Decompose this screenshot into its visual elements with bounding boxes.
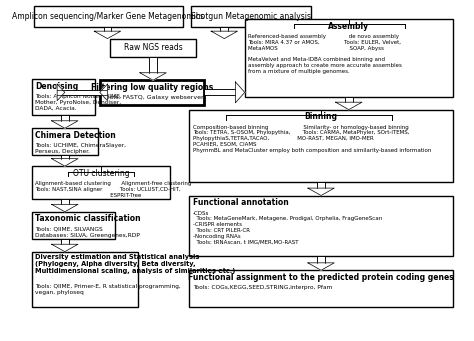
Text: Denoising: Denoising [35, 82, 78, 91]
Text: Referenced-based assembly             de novo assembly
Tools: MIRA 4.37 or AMOS,: Referenced-based assembly de novo assemb… [248, 34, 402, 74]
Text: -CDSs
  Tools: MetaGeneMark, Metagene, Prodigal, Orphelia, FragGeneScan
-CRISPR : -CDSs Tools: MetaGeneMark, Metagene, Pro… [193, 210, 382, 244]
Text: Chimera Detection: Chimera Detection [35, 131, 116, 140]
FancyBboxPatch shape [189, 270, 453, 308]
FancyBboxPatch shape [61, 239, 69, 244]
Polygon shape [308, 188, 334, 195]
FancyBboxPatch shape [149, 57, 157, 73]
FancyBboxPatch shape [110, 39, 196, 57]
FancyBboxPatch shape [104, 27, 111, 31]
Text: Tools: QIIME, SILVANGS
Databases: SILVA, Greengenes,RDP: Tools: QIIME, SILVANGS Databases: SILVA,… [35, 227, 140, 238]
FancyBboxPatch shape [189, 195, 453, 256]
Text: Shotgun Metagenomic analysis: Shotgun Metagenomic analysis [191, 12, 311, 21]
Polygon shape [100, 84, 108, 101]
FancyBboxPatch shape [100, 80, 204, 105]
FancyBboxPatch shape [32, 128, 98, 155]
Polygon shape [308, 263, 334, 270]
FancyBboxPatch shape [191, 6, 311, 27]
Polygon shape [336, 102, 362, 109]
Text: Functional annotation: Functional annotation [193, 198, 289, 207]
Polygon shape [57, 84, 65, 101]
FancyBboxPatch shape [317, 256, 325, 263]
Polygon shape [236, 82, 245, 103]
FancyBboxPatch shape [32, 212, 115, 239]
Text: Taxonomic classification: Taxonomic classification [35, 214, 141, 223]
FancyBboxPatch shape [61, 199, 69, 204]
Text: Filtering low quality regions: Filtering low quality regions [91, 83, 213, 92]
FancyBboxPatch shape [61, 155, 69, 159]
Text: Functional assignment to the predicted protein coding genes: Functional assignment to the predicted p… [188, 273, 454, 282]
Bar [204, 89, 236, 95]
FancyBboxPatch shape [32, 79, 95, 115]
Polygon shape [94, 31, 121, 39]
Polygon shape [52, 244, 78, 252]
Bar [57, 90, 108, 94]
FancyBboxPatch shape [317, 182, 325, 188]
Text: Tools: FASTQ, Galaxy webserver: Tools: FASTQ, Galaxy webserver [103, 95, 204, 100]
FancyBboxPatch shape [32, 252, 138, 308]
Text: Raw NGS reads: Raw NGS reads [124, 43, 182, 53]
Text: Tools: QIIME, Primer-E, R statistical programming,
vegan, phyloseq: Tools: QIIME, Primer-E, R statistical pr… [35, 284, 181, 295]
Text: Alignment-based clustering      Alignment-free clustering
Tools: NAST,SINA align: Alignment-based clustering Alignment-fre… [35, 181, 191, 198]
FancyBboxPatch shape [345, 97, 353, 102]
Polygon shape [211, 31, 237, 39]
Text: Amplicon sequencing/Marker Gene Metagenomics: Amplicon sequencing/Marker Gene Metageno… [12, 12, 204, 21]
Polygon shape [52, 159, 78, 166]
Text: Assembly: Assembly [328, 22, 369, 31]
Polygon shape [140, 73, 166, 80]
Text: Diversity estimation and Statistical analysis
(Phylogeny, Alpha diversity, Beta : Diversity estimation and Statistical ana… [35, 254, 236, 275]
FancyBboxPatch shape [34, 6, 183, 27]
FancyBboxPatch shape [189, 109, 453, 182]
Text: Composition-based binning                    Similarity- or homology-based binni: Composition-based binning Similarity- or… [193, 124, 431, 153]
Text: Tools: COGs,KEGG,SEED,STRING,interpro, Pfam: Tools: COGs,KEGG,SEED,STRING,interpro, P… [193, 285, 332, 290]
Text: Binning: Binning [305, 112, 337, 121]
FancyBboxPatch shape [61, 115, 69, 121]
FancyBboxPatch shape [245, 19, 453, 97]
FancyBboxPatch shape [32, 166, 170, 199]
Text: OTU clustering: OTU clustering [73, 169, 129, 178]
Polygon shape [52, 204, 78, 212]
Polygon shape [52, 121, 78, 128]
Text: Tools: Amplicon Noise, QIIME,
Mother, PyroNoise, Denoiser,
DADA, Acacia.: Tools: Amplicon Noise, QIIME, Mother, Py… [35, 94, 122, 111]
Text: Tools: UCHIME, ChimeraSlayer,
Perseus, Decipher.: Tools: UCHIME, ChimeraSlayer, Perseus, D… [35, 143, 126, 154]
FancyBboxPatch shape [220, 27, 228, 31]
